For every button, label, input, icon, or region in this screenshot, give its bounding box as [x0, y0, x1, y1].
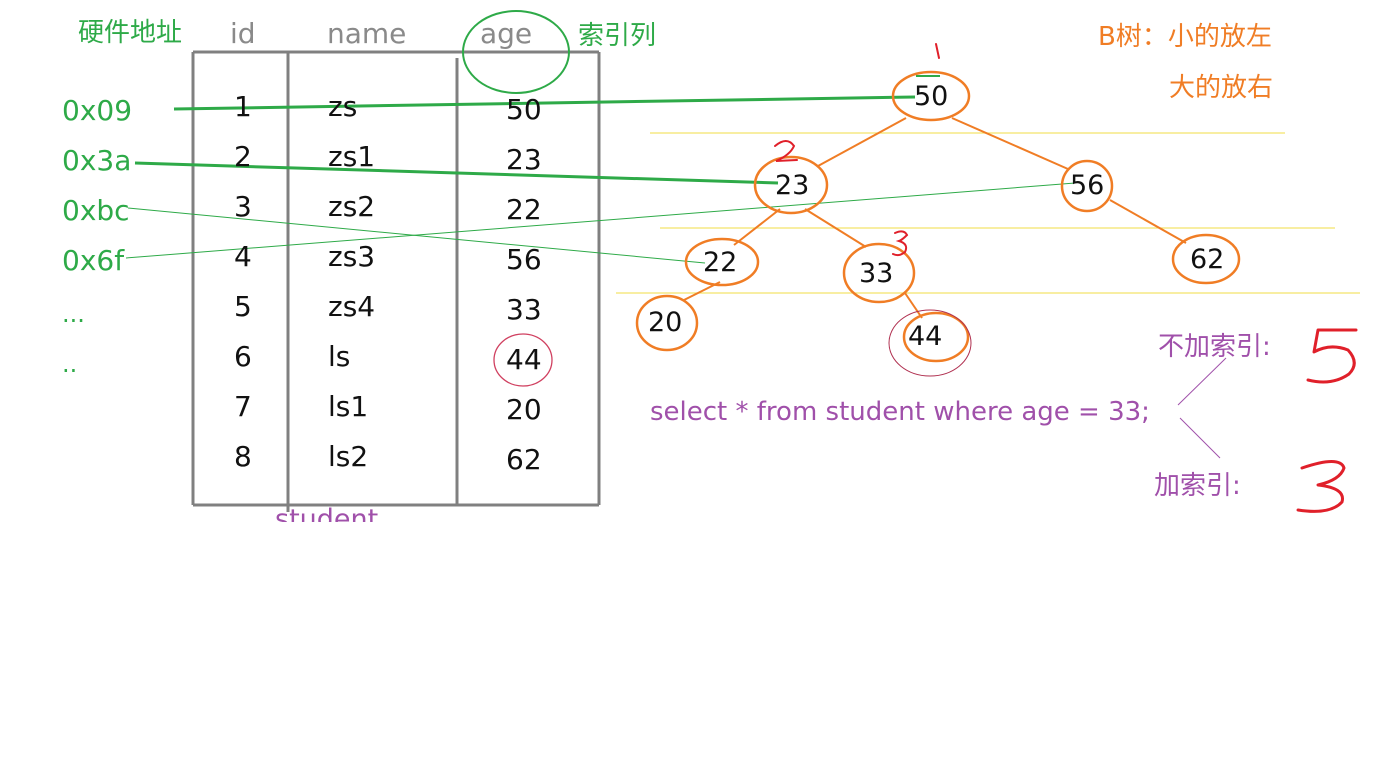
tree-edges: [683, 117, 1187, 319]
table-grid: [191, 50, 601, 512]
cell-age: 62: [506, 443, 542, 476]
count-mark-3: [1296, 460, 1346, 513]
step-mark-2: [774, 140, 798, 162]
cell-age: 33: [506, 293, 542, 326]
level-guides: [616, 132, 1360, 294]
address-4: ...: [62, 300, 85, 328]
tree-node-label: 33: [859, 258, 894, 289]
node-22-circle: [684, 237, 760, 287]
cell-id: 6: [234, 340, 252, 373]
address-0: 0x09: [62, 94, 133, 127]
cell-id: 1: [234, 90, 252, 123]
cell-age: 56: [506, 243, 542, 276]
cell-name: zs4: [328, 290, 376, 323]
tree-node-circles: [635, 70, 1241, 363]
cell-name: ls1: [328, 390, 369, 423]
address-pointers: [125, 95, 1076, 264]
btree-rule-line1: B树：小的放左: [1098, 22, 1272, 52]
cell-id: 8: [234, 440, 252, 473]
node-33-circle: [842, 242, 916, 304]
tree-node-label: 50: [914, 81, 949, 112]
sql-query: select * from student where age = 33;: [650, 397, 1150, 427]
tree-node-label: 56: [1070, 170, 1105, 201]
address-3: 0x6f: [62, 244, 125, 277]
cell-age: 44: [506, 343, 542, 376]
node-50-circle: [891, 70, 971, 122]
node-23-circle: [753, 155, 829, 215]
cell-age: 23: [506, 143, 542, 176]
cell-id: 3: [234, 190, 252, 223]
cell-name: zs: [328, 90, 358, 123]
table-44-highlight: [493, 333, 553, 387]
tree-node-label: 62: [1190, 244, 1225, 275]
cell-id: 2: [234, 140, 252, 173]
with-index-label: 加索引:: [1154, 471, 1241, 501]
column-header-name: name: [327, 17, 407, 50]
btree-rule-line2: 大的放右: [1169, 73, 1274, 103]
address-1: 0x3a: [62, 144, 132, 177]
tree-node-label: 22: [703, 247, 738, 278]
cell-age: 22: [506, 193, 542, 226]
cell-id: 5: [234, 290, 252, 323]
column-header-age: age: [480, 17, 533, 50]
count-marks: [1296, 328, 1358, 513]
cell-name: zs3: [328, 240, 376, 273]
cell-name: zs1: [328, 140, 376, 173]
table-caption: student: [275, 504, 379, 522]
index-column-circle: [462, 10, 570, 94]
cell-name: ls2: [328, 440, 369, 473]
query-connectors: [1177, 357, 1227, 459]
address-header: 硬件地址: [78, 18, 183, 48]
cell-age: 50: [506, 93, 542, 126]
no-index-label: 不加索引:: [1158, 332, 1271, 362]
cell-name: zs2: [328, 190, 376, 223]
cell-name: ls: [328, 340, 351, 373]
node-44-circle: [902, 311, 970, 363]
tree-node-label: 20: [648, 307, 683, 338]
index-column-label: 索引列: [578, 21, 657, 51]
table-caption-clip: student: [270, 500, 410, 522]
node-62-circle: [1171, 233, 1241, 285]
tree-node-label: 44: [908, 321, 943, 352]
step-mark-3: [892, 230, 909, 257]
node-56-circle: [1060, 159, 1114, 213]
step-mark-1: [935, 43, 940, 59]
node-44-highlight: [888, 309, 972, 377]
cell-id: 4: [234, 240, 252, 273]
count-mark-5: [1306, 328, 1358, 384]
address-5: ..: [62, 350, 78, 378]
address-2: 0xbc: [62, 194, 130, 227]
node-20-circle: [635, 294, 699, 352]
cell-age: 20: [506, 393, 542, 426]
cell-id: 7: [234, 390, 252, 423]
step-marks: [774, 43, 940, 257]
tree-node-label: 23: [775, 170, 810, 201]
column-header-id: id: [230, 17, 256, 50]
